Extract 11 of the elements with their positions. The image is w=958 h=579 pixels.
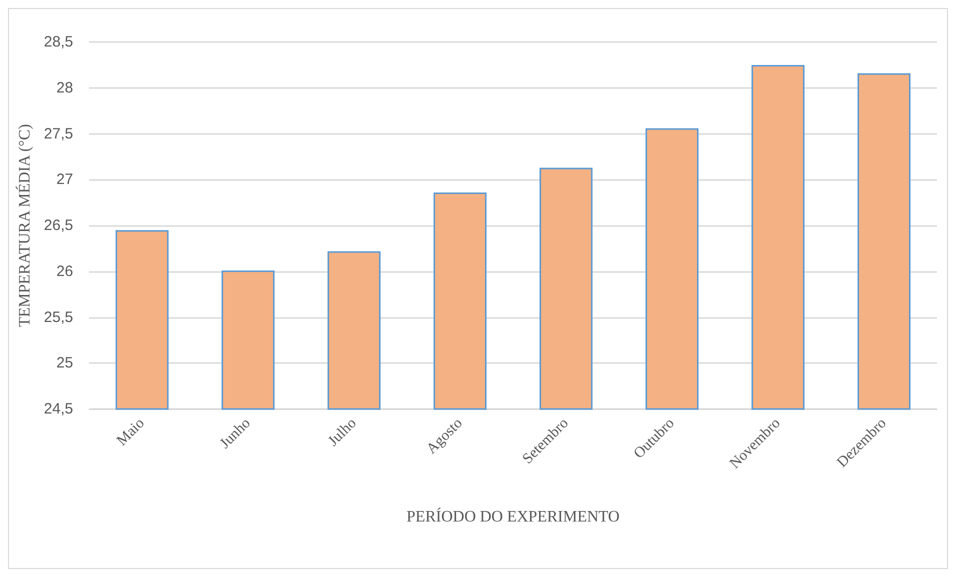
y-axis-title: TEMPERATURA MÉDIA (°C) <box>16 124 34 327</box>
y-tick-label: 25,5 <box>44 308 74 326</box>
x-axis-title: PERÍODO DO EXPERIMENTO <box>406 508 620 526</box>
y-tick-label: 28 <box>56 79 74 96</box>
y-tick-label: 26 <box>56 262 74 280</box>
y-tick-label: 26,5 <box>44 217 74 234</box>
y-tick-label: 28,5 <box>44 34 74 50</box>
y-tick-label: 24,5 <box>44 400 74 418</box>
y-tick-label: 27 <box>56 171 74 188</box>
y-tick-label: 27,5 <box>44 125 74 142</box>
y-tick-label: 25 <box>56 354 74 372</box>
